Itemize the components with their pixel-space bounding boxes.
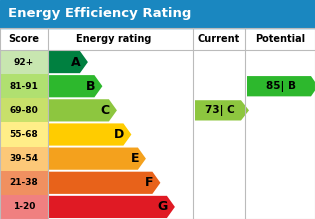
- Text: D: D: [114, 128, 124, 141]
- Polygon shape: [48, 148, 146, 170]
- Text: 69-80: 69-80: [10, 106, 38, 115]
- Text: E: E: [130, 152, 139, 165]
- Text: Score: Score: [9, 34, 39, 44]
- Bar: [0, 50, 48, 74]
- Text: 92+: 92+: [14, 58, 34, 67]
- Text: Current: Current: [198, 34, 240, 44]
- Text: 1-20: 1-20: [13, 202, 35, 211]
- Bar: [0, 171, 48, 195]
- Bar: [0, 28, 315, 219]
- Text: B: B: [86, 80, 95, 93]
- Text: Potential: Potential: [255, 34, 305, 44]
- Text: Energy rating: Energy rating: [76, 34, 152, 44]
- Text: 21-38: 21-38: [10, 178, 38, 187]
- Text: 55-68: 55-68: [10, 130, 38, 139]
- Polygon shape: [48, 99, 117, 122]
- Polygon shape: [48, 123, 131, 146]
- Bar: [0, 98, 48, 122]
- Text: C: C: [101, 104, 110, 117]
- Bar: [0, 0, 315, 28]
- Polygon shape: [48, 172, 160, 194]
- Polygon shape: [195, 100, 249, 120]
- Text: 85| B: 85| B: [266, 81, 296, 92]
- Bar: [0, 147, 48, 171]
- Polygon shape: [48, 75, 102, 97]
- Text: 73| C: 73| C: [205, 105, 235, 116]
- Text: 39-54: 39-54: [9, 154, 38, 163]
- Text: G: G: [158, 200, 168, 214]
- Polygon shape: [48, 196, 175, 218]
- Text: A: A: [71, 56, 81, 69]
- Bar: [0, 28, 315, 219]
- Bar: [0, 74, 48, 98]
- Bar: [0, 195, 48, 219]
- Text: 81-91: 81-91: [9, 82, 38, 91]
- Text: Energy Efficiency Rating: Energy Efficiency Rating: [8, 7, 192, 21]
- Bar: [0, 122, 48, 147]
- Polygon shape: [247, 76, 315, 96]
- Polygon shape: [48, 51, 88, 73]
- Text: F: F: [145, 176, 153, 189]
